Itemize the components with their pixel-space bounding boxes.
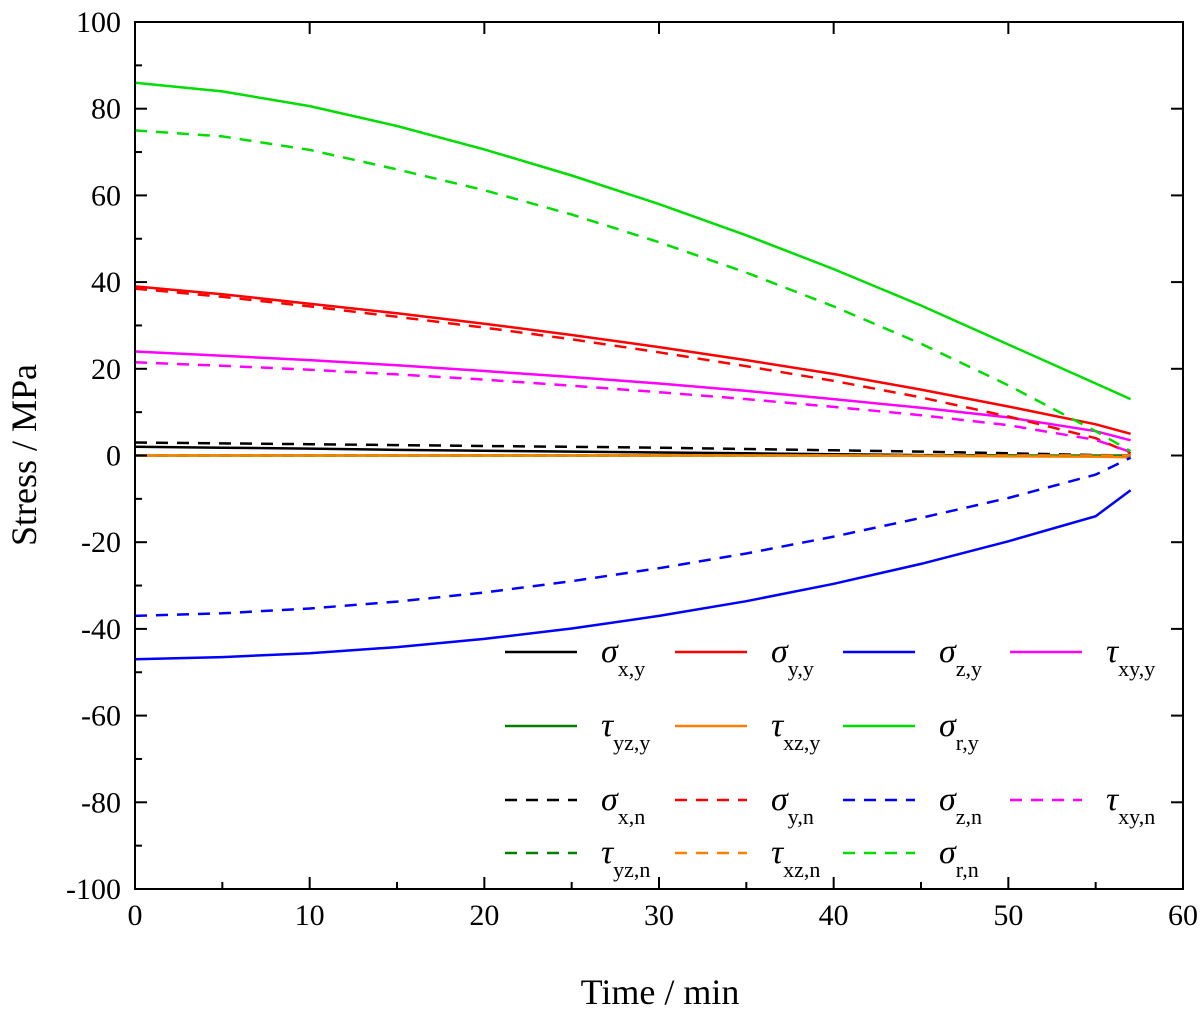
legend-entry-z-y: σz,y	[843, 633, 982, 681]
legend: σx,y σy,y σz,y τxy,y τyz,y τxz,y σr,y σx,n σy,n σ…	[505, 633, 1155, 882]
legend-label: τyz,n	[601, 834, 650, 882]
legend-label: σr,y	[939, 707, 979, 755]
legend-entry-xy-n: τxy,n	[1010, 781, 1155, 829]
legend-label: σx,y	[601, 633, 645, 681]
series-line-xy-n	[134, 361, 1132, 454]
series-lines	[134, 81, 1132, 661]
legend-entry-xz-y: τxz,y	[675, 707, 820, 755]
legend-label: σz,n	[939, 781, 982, 829]
series-line-r-y	[134, 81, 1132, 401]
x-tick-label: 60	[1168, 899, 1198, 932]
y-tick-label: 0	[106, 440, 121, 473]
legend-entry-xy-y: τxy,y	[1010, 633, 1155, 681]
legend-label: τxy,n	[1106, 781, 1155, 829]
legend-entry-xz-n: τxz,n	[675, 834, 820, 882]
y-tick-label: 100	[76, 6, 121, 39]
legend-entry-yz-n: τyz,n	[505, 834, 650, 882]
y-tick-label: 20	[91, 353, 121, 386]
y-tick-label: 60	[91, 179, 121, 212]
series-line-x-n	[134, 441, 1131, 457]
legend-label: σr,n	[939, 834, 979, 882]
legend-label: σy,y	[771, 633, 814, 681]
x-tick-label: 0	[128, 899, 143, 932]
axes: 0 10 20 30 40 50 60 -100 -80 -60 -40 -20 0 20 40 60 80 10…	[66, 6, 1198, 932]
legend-entry-y-n: σy,n	[675, 781, 814, 829]
legend-label: τxy,y	[1106, 633, 1155, 681]
x-tick-label: 30	[644, 899, 674, 932]
legend-label: τxz,y	[771, 707, 820, 755]
series-line-r-n	[134, 129, 1132, 453]
series-line-z-y	[134, 489, 1132, 661]
y-tick-label: -100	[66, 873, 121, 906]
legend-entry-x-n: σx,n	[505, 781, 645, 829]
y-tick-label: -40	[81, 613, 121, 646]
legend-entry-x-y: σx,y	[505, 633, 645, 681]
y-axis-title: Stress / MPa	[4, 364, 44, 546]
legend-label: σy,n	[771, 781, 814, 829]
legend-label: σz,y	[939, 633, 982, 681]
x-tick-label: 10	[295, 899, 325, 932]
series-line-z-n	[134, 456, 1132, 618]
legend-entry-yz-y: τyz,y	[505, 707, 650, 755]
series-line-y-n	[134, 287, 1132, 455]
legend-entry-z-n: σz,n	[843, 781, 982, 829]
legend-entry-y-y: σy,y	[675, 633, 814, 681]
x-tick-label: 50	[993, 899, 1023, 932]
legend-entry-r-n: σr,n	[843, 834, 979, 882]
y-tick-label: 40	[91, 266, 121, 299]
legend-entry-r-y: σr,y	[843, 707, 979, 755]
y-tick-label: -20	[81, 526, 121, 559]
legend-label: τxz,n	[771, 834, 820, 882]
x-tick-label: 40	[819, 899, 849, 932]
y-tick-label: -80	[81, 786, 121, 819]
series-line-xy-y	[134, 350, 1131, 442]
series-line-y-y	[134, 285, 1131, 436]
y-tick-label: 80	[91, 93, 121, 126]
legend-label: τyz,y	[601, 707, 650, 755]
x-tick-label: 20	[469, 899, 499, 932]
legend-label: σx,n	[601, 781, 645, 829]
x-axis-title: Time / min	[581, 972, 740, 1012]
y-tick-label: -60	[81, 700, 121, 733]
